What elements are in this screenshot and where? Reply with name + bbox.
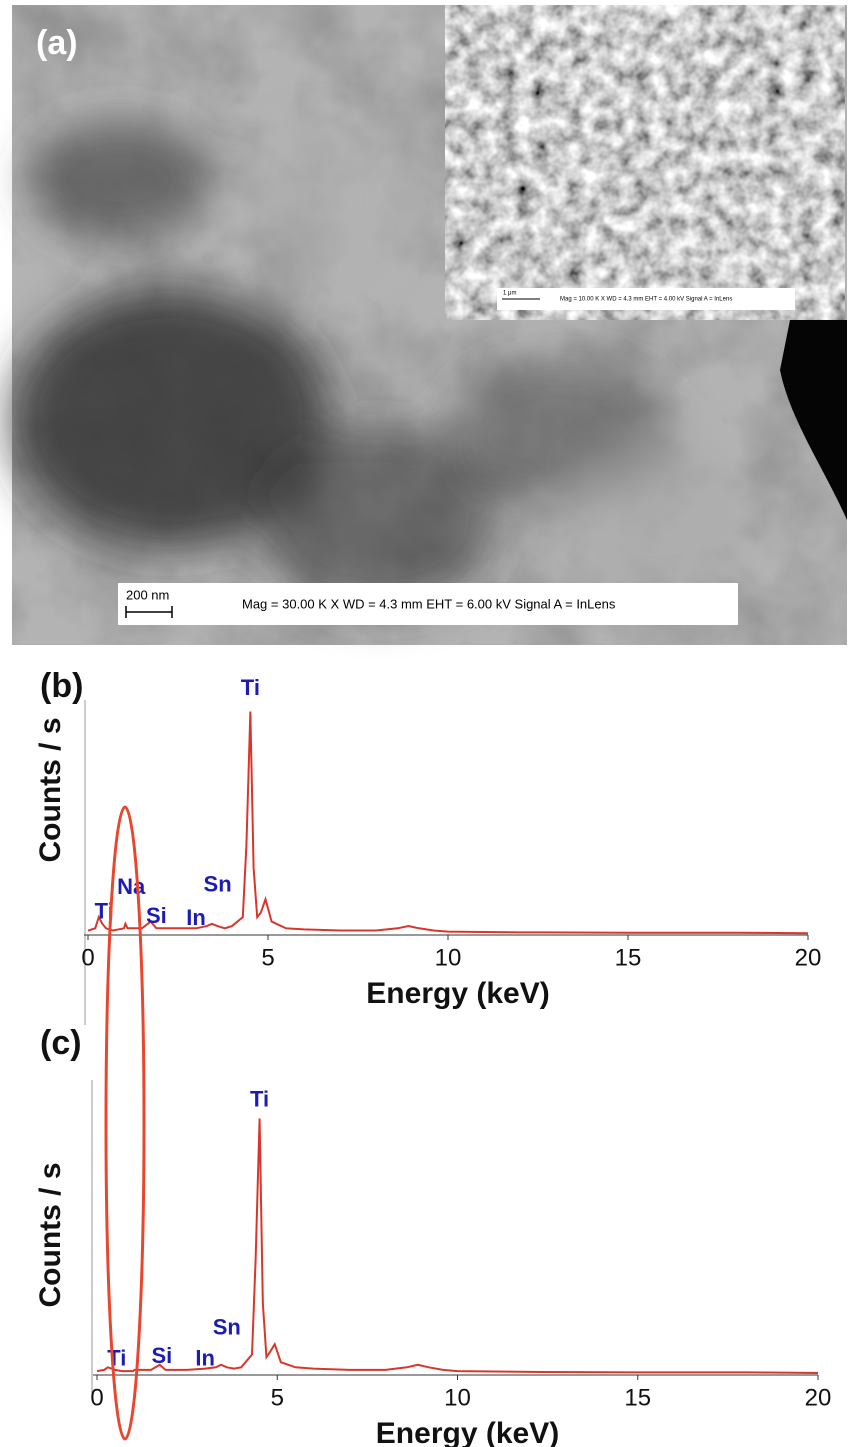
peak-label: In bbox=[186, 905, 206, 930]
y-axis-label: Counts / s bbox=[34, 717, 67, 862]
x-tick-label: 20 bbox=[795, 944, 822, 971]
peak-label: Ti bbox=[107, 1345, 126, 1370]
peak-label: Ti bbox=[250, 1086, 269, 1111]
peak-label: Si bbox=[146, 903, 167, 928]
inset-info: Mag = 10.00 K X WD = 4.3 mm EHT = 4.00 k… bbox=[560, 297, 732, 303]
peak-label: Sn bbox=[213, 1315, 241, 1340]
x-tick-label: 0 bbox=[81, 944, 94, 971]
scale-bar: 200 nm bbox=[126, 587, 169, 602]
x-tick-label: 20 bbox=[805, 1384, 832, 1411]
panel-label: (c) bbox=[40, 1024, 82, 1062]
peak-label: Ti bbox=[241, 675, 260, 700]
x-axis-label: Energy (keV) bbox=[366, 977, 549, 1010]
figure: 1 μm Mag = 10.00 K X WD = 4.3 mm EHT = 4… bbox=[0, 0, 851, 1447]
x-tick-label: 5 bbox=[261, 944, 274, 971]
x-tick-label: 10 bbox=[435, 944, 462, 971]
x-tick-label: 10 bbox=[444, 1384, 471, 1411]
highlight-ellipse bbox=[106, 807, 144, 1439]
panel-label: (b) bbox=[40, 667, 83, 705]
x-tick-label: 5 bbox=[271, 1384, 284, 1411]
x-tick-label: 15 bbox=[624, 1384, 651, 1411]
inset-scale-bar: 1 μm bbox=[503, 291, 516, 297]
peak-label: Na bbox=[117, 874, 146, 899]
spectrum-line bbox=[88, 712, 808, 934]
panel-label: (a) bbox=[36, 24, 78, 62]
x-tick-label: 15 bbox=[615, 944, 642, 971]
x-tick-label: 0 bbox=[90, 1384, 103, 1411]
peak-label: Sn bbox=[204, 872, 232, 897]
x-axis-label: Energy (keV) bbox=[376, 1417, 559, 1447]
sem-image: 1 μm Mag = 10.00 K X WD = 4.3 mm EHT = 4… bbox=[10, 5, 847, 645]
inset-image: 1 μm Mag = 10.00 K X WD = 4.3 mm EHT = 4… bbox=[445, 5, 845, 320]
sem-info: Mag = 30.00 K X WD = 4.3 mm EHT = 6.00 k… bbox=[242, 596, 616, 611]
peak-label: In bbox=[195, 1345, 215, 1370]
spectrum-line bbox=[97, 1118, 818, 1372]
peak-label: Si bbox=[151, 1343, 172, 1368]
y-axis-label: Counts / s bbox=[34, 1162, 67, 1307]
